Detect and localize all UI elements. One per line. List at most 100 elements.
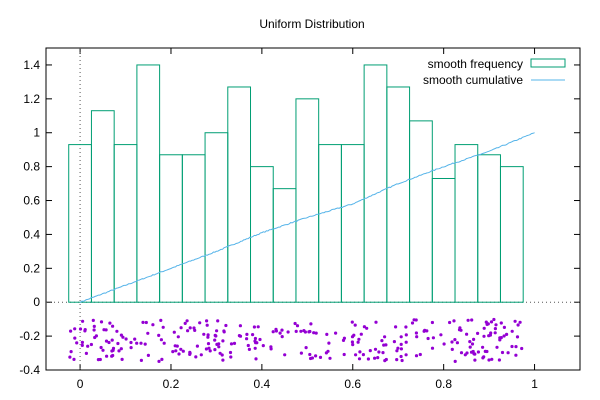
scatter-point (325, 332, 329, 336)
scatter-point (383, 359, 387, 363)
scatter-point (161, 325, 165, 329)
scatter-point (448, 320, 452, 325)
histogram-bar (431, 177, 456, 303)
scatter-point (481, 356, 485, 360)
scatter-point (404, 353, 408, 357)
histogram-bar (454, 144, 479, 303)
scatter-point (162, 341, 166, 345)
scatter-point (69, 350, 73, 354)
histogram-bar (227, 86, 252, 303)
scatter-point (179, 347, 183, 351)
scatter-point (81, 319, 85, 323)
scatter-point (86, 344, 90, 348)
scatter-point (73, 336, 77, 340)
scatter-point (224, 323, 228, 328)
scatter-points (68, 317, 524, 363)
scatter-point (157, 359, 161, 363)
scatter-point (157, 333, 161, 337)
scatter-point (183, 321, 187, 325)
scatter-point (396, 346, 400, 350)
scatter-point (431, 336, 435, 340)
scatter-point (220, 353, 224, 357)
scatter-point (159, 318, 163, 322)
scatter-point (502, 325, 506, 329)
x-tick-label: 0.6 (344, 377, 361, 391)
scatter-point (204, 347, 208, 351)
scatter-point (381, 351, 385, 355)
scatter-point (175, 344, 179, 348)
scatter-point (205, 323, 209, 327)
scatter-point (459, 351, 464, 355)
scatter-point (222, 329, 226, 333)
scatter-point (295, 324, 300, 328)
histogram-bar (181, 154, 206, 303)
legend-key-frequency (530, 58, 566, 68)
scatter-point (229, 355, 233, 359)
scatter-point (357, 337, 361, 341)
scatter-point (373, 347, 378, 351)
scatter-point (174, 349, 178, 353)
scatter-point (215, 342, 219, 346)
scatter-point (453, 359, 457, 363)
scatter-point (206, 333, 210, 337)
scatter-point (482, 334, 486, 338)
scatter-point (216, 319, 220, 323)
scatter-point (92, 324, 96, 328)
scatter-point (422, 329, 426, 333)
scatter-point (489, 320, 494, 324)
histogram-bar (499, 166, 524, 303)
histogram-bar (318, 144, 342, 303)
scatter-point (515, 335, 520, 339)
scatter-point (185, 319, 189, 323)
scatter-point (520, 346, 524, 351)
scatter-point (418, 352, 422, 357)
scatter-point (228, 350, 233, 355)
scatter-point (493, 331, 497, 335)
scatter-point (425, 329, 429, 333)
scatter-point (399, 342, 403, 346)
scatter-point (356, 340, 360, 344)
scatter-point (75, 341, 79, 345)
scatter-point (352, 333, 356, 337)
scatter-point (91, 318, 95, 322)
scatter-point (309, 322, 313, 326)
scatter-point (299, 329, 303, 333)
scatter-point (252, 325, 256, 329)
scatter-point (188, 326, 192, 330)
scatter-point (350, 340, 354, 344)
scatter-point (450, 347, 454, 351)
scatter-point (399, 335, 403, 339)
scatter-point (497, 358, 501, 362)
histogram-bar (159, 154, 183, 303)
scatter-point (206, 335, 210, 339)
scatter-point (361, 353, 365, 357)
scatter-point (251, 333, 255, 337)
scatter-point (309, 356, 313, 361)
y-tick-label: 0 (33, 295, 40, 309)
scatter-point (188, 351, 192, 355)
y-tick-label: 1.2 (23, 92, 40, 106)
scatter-point (342, 336, 346, 340)
scatter-point (351, 343, 355, 347)
x-tick-label: 1 (531, 377, 538, 391)
scatter-point (111, 348, 115, 352)
scatter-point (146, 331, 150, 335)
scatter-point (299, 351, 303, 355)
y-tick-label: 0.6 (23, 194, 40, 208)
scatter-point (172, 330, 176, 334)
scatter-point (194, 355, 198, 359)
scatter-point (466, 318, 470, 322)
scatter-point (488, 333, 492, 337)
scatter-point (206, 342, 211, 346)
scatter-point (98, 357, 102, 362)
scatter-point (101, 348, 105, 352)
scatter-point (506, 351, 510, 355)
scatter-point (73, 327, 77, 331)
scatter-point (160, 357, 164, 361)
scatter-point (151, 323, 155, 327)
scatter-point (159, 338, 163, 342)
histogram-bar (204, 132, 229, 303)
histogram-bar (272, 188, 297, 303)
scatter-point (312, 331, 316, 335)
histogram-bar (250, 166, 274, 303)
